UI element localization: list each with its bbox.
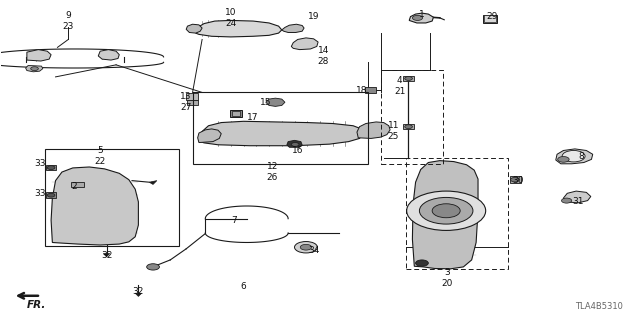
Text: 10: 10 xyxy=(225,8,237,17)
Circle shape xyxy=(511,178,520,182)
Text: 6: 6 xyxy=(241,282,246,292)
Circle shape xyxy=(419,197,473,224)
Circle shape xyxy=(561,198,572,203)
Circle shape xyxy=(404,76,412,80)
Polygon shape xyxy=(186,93,198,100)
Polygon shape xyxy=(291,38,318,50)
Text: 9: 9 xyxy=(65,11,71,20)
Polygon shape xyxy=(186,24,202,33)
Polygon shape xyxy=(46,165,56,170)
Text: 33: 33 xyxy=(34,189,45,198)
Circle shape xyxy=(31,67,38,70)
Circle shape xyxy=(47,193,55,197)
Text: 11: 11 xyxy=(388,121,399,130)
Polygon shape xyxy=(230,110,243,117)
Bar xyxy=(193,92,368,164)
Polygon shape xyxy=(484,15,496,22)
Polygon shape xyxy=(556,149,593,164)
Text: 17: 17 xyxy=(247,113,259,122)
Circle shape xyxy=(432,204,460,218)
Polygon shape xyxy=(198,129,221,142)
Polygon shape xyxy=(412,161,478,269)
Text: 18: 18 xyxy=(356,86,367,95)
Circle shape xyxy=(291,142,299,146)
Text: 25: 25 xyxy=(388,132,399,141)
Text: 13: 13 xyxy=(180,92,192,101)
Text: 7: 7 xyxy=(231,216,237,225)
Polygon shape xyxy=(46,192,56,198)
Polygon shape xyxy=(403,76,414,81)
Text: 32: 32 xyxy=(101,251,112,260)
Circle shape xyxy=(562,150,585,162)
Bar xyxy=(45,149,179,246)
Polygon shape xyxy=(72,181,84,187)
Text: 3: 3 xyxy=(445,268,451,277)
Text: 28: 28 xyxy=(317,57,329,66)
Text: 5: 5 xyxy=(97,146,103,155)
Bar xyxy=(381,70,443,164)
Polygon shape xyxy=(99,50,119,60)
Circle shape xyxy=(406,191,486,230)
Circle shape xyxy=(404,125,412,129)
Text: 19: 19 xyxy=(308,12,319,21)
Polygon shape xyxy=(357,122,390,139)
Text: 26: 26 xyxy=(266,173,278,182)
Polygon shape xyxy=(188,100,198,105)
Polygon shape xyxy=(27,50,51,61)
Polygon shape xyxy=(199,121,364,146)
Text: 8: 8 xyxy=(579,152,584,161)
Text: 29: 29 xyxy=(486,12,498,21)
Polygon shape xyxy=(51,167,138,245)
Text: 31: 31 xyxy=(572,197,584,206)
Text: 27: 27 xyxy=(180,103,192,112)
Text: 20: 20 xyxy=(442,279,453,288)
Circle shape xyxy=(47,166,55,170)
Text: 16: 16 xyxy=(292,146,303,155)
Bar xyxy=(406,158,508,269)
Polygon shape xyxy=(26,66,43,72)
Polygon shape xyxy=(483,15,497,23)
Circle shape xyxy=(300,244,312,250)
Polygon shape xyxy=(510,177,521,183)
Polygon shape xyxy=(409,13,433,23)
Text: 1: 1 xyxy=(419,10,425,19)
Text: 4: 4 xyxy=(397,76,403,85)
Polygon shape xyxy=(287,140,302,147)
Text: 22: 22 xyxy=(95,157,106,166)
Text: 14: 14 xyxy=(317,46,329,55)
Polygon shape xyxy=(149,180,157,184)
Text: FR.: FR. xyxy=(27,300,46,310)
Polygon shape xyxy=(232,111,241,116)
Polygon shape xyxy=(282,24,304,32)
Polygon shape xyxy=(103,253,109,257)
Text: 30: 30 xyxy=(512,176,524,185)
Circle shape xyxy=(412,15,422,20)
Text: 32: 32 xyxy=(132,287,144,296)
Text: 12: 12 xyxy=(266,162,278,171)
Polygon shape xyxy=(196,20,282,37)
Text: 23: 23 xyxy=(63,22,74,31)
Text: 2: 2 xyxy=(72,182,77,191)
Circle shape xyxy=(294,242,317,253)
Polygon shape xyxy=(403,124,414,129)
Polygon shape xyxy=(563,191,591,203)
Text: 21: 21 xyxy=(394,87,405,96)
Circle shape xyxy=(147,264,159,270)
Text: 33: 33 xyxy=(34,159,45,168)
Text: TLA4B5310: TLA4B5310 xyxy=(575,302,623,311)
Polygon shape xyxy=(365,87,376,93)
Text: 15: 15 xyxy=(260,99,271,108)
Polygon shape xyxy=(135,293,141,296)
Text: 24: 24 xyxy=(225,19,236,28)
Circle shape xyxy=(415,260,428,266)
Polygon shape xyxy=(266,98,285,106)
Circle shape xyxy=(557,156,569,162)
Text: 34: 34 xyxy=(308,246,319,255)
